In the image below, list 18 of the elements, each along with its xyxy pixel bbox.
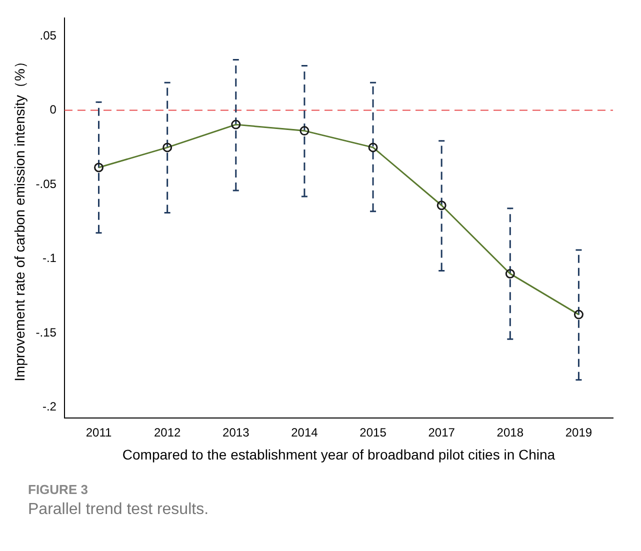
- x-tick-label: 2019: [565, 425, 592, 440]
- y-tick-label: -.2: [42, 400, 57, 414]
- text: Parallel trend test results.: [28, 501, 210, 519]
- y-tick-label: -.1: [42, 251, 57, 266]
- y-tick-label: -.15: [36, 325, 57, 340]
- x-tick-label: 2012: [154, 425, 181, 440]
- y-tick-label: 0: [50, 102, 57, 117]
- x-tick-label: 2013: [222, 425, 250, 440]
- y-axis-title: Improvement rate of carbon emission intensity（%）: [11, 54, 28, 382]
- caption: FIGURE 3: [28, 482, 89, 497]
- x-axis-title: Compared to the establishment year of broadband pilot cities in China: [122, 446, 556, 462]
- y-tick-label: -.05: [36, 176, 57, 191]
- x-tick-label: 2014: [291, 425, 318, 440]
- x-tick-label: 2018: [496, 425, 524, 440]
- x-tick-label: 2011: [86, 425, 112, 440]
- x-tick-label: 2017: [428, 425, 456, 440]
- y-tick-label: .05: [40, 28, 57, 42]
- x-tick-label: 2015: [360, 425, 387, 440]
